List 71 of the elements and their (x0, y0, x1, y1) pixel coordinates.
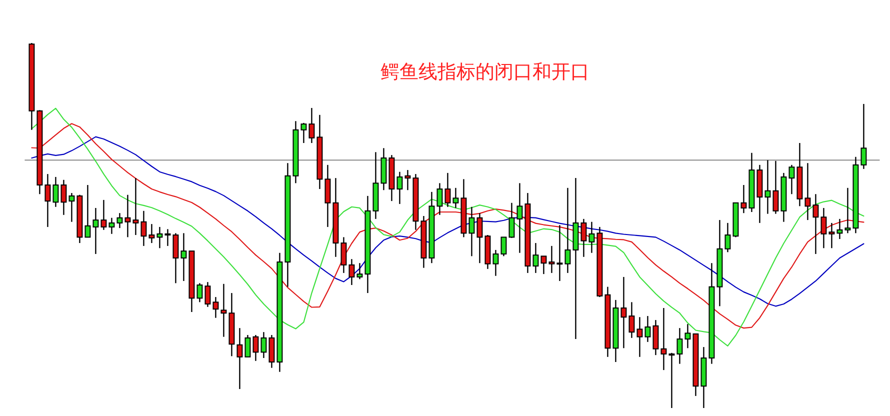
candlestick (508, 202, 515, 239)
candlestick (44, 173, 51, 228)
candlestick (156, 226, 163, 249)
candlestick (212, 296, 219, 318)
candlestick (396, 171, 403, 205)
candlestick (564, 187, 571, 274)
candlestick (828, 222, 835, 249)
candlestick (860, 103, 867, 170)
candlestick (516, 182, 523, 254)
candlestick (644, 315, 651, 343)
candlestick (556, 224, 563, 282)
candlestick (124, 194, 131, 238)
candlestick (444, 172, 451, 208)
candlestick (548, 245, 555, 274)
candlestick (772, 160, 779, 214)
candlestick (532, 242, 539, 274)
candlestick (580, 218, 587, 258)
candlestick (500, 236, 507, 257)
candlestick (540, 256, 547, 275)
candlestick (588, 221, 595, 254)
candlestick (836, 218, 843, 240)
candlestick (668, 352, 675, 409)
candlestick (180, 232, 187, 282)
candlestick (804, 162, 811, 221)
candlestick (164, 228, 171, 247)
candlestick (620, 276, 627, 349)
candlestick (812, 194, 819, 255)
candlestick (452, 187, 459, 209)
candlestick (116, 212, 123, 229)
candlestick (492, 249, 499, 276)
candlestick (764, 160, 771, 214)
candlestick (652, 319, 659, 356)
candlestick (636, 316, 643, 358)
candlestick (100, 199, 107, 230)
candlestick (404, 169, 411, 191)
candlestick (132, 177, 139, 236)
candlestick (52, 176, 59, 208)
candlestick (60, 179, 67, 216)
candlestick (436, 182, 443, 216)
candlestick (820, 207, 827, 249)
candlestick (92, 207, 99, 255)
candlestick (684, 323, 691, 349)
candlestick (324, 164, 331, 228)
candlestick (844, 187, 851, 234)
candlestick (724, 222, 731, 253)
candlestick (308, 107, 315, 144)
candlestick (140, 210, 147, 247)
candlestick (788, 164, 795, 195)
candlestick (340, 236, 347, 274)
candlestick (244, 334, 251, 358)
candlestick (220, 283, 227, 338)
candlestick (356, 262, 363, 280)
candlestick (148, 223, 155, 244)
candlestick (476, 212, 483, 264)
candlestick (740, 184, 747, 214)
candlestick (172, 232, 179, 284)
candlestick (628, 302, 635, 339)
text: 鳄鱼线指标的闭口和开口 (380, 61, 590, 83)
candlestick (196, 282, 203, 303)
candlestick (676, 327, 683, 364)
candlestick (84, 184, 91, 238)
candlestick (660, 307, 667, 371)
candlestick (252, 334, 259, 362)
candlestick (468, 206, 475, 257)
candlestick (260, 331, 267, 359)
candlestick (204, 281, 211, 308)
candlestick (68, 192, 75, 222)
candlestick (236, 327, 243, 390)
candlestick (108, 217, 115, 234)
candlestick (300, 122, 307, 144)
candlestick (348, 258, 355, 286)
